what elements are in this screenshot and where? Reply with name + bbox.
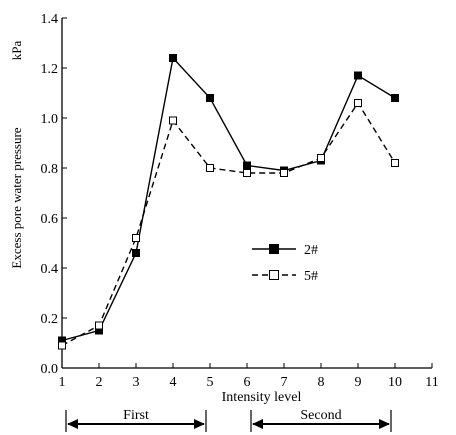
- data-point-2: [280, 169, 288, 177]
- x-tick-label: 6: [244, 375, 251, 390]
- data-point-1: [206, 94, 214, 102]
- y-tick-label: 0.8: [41, 162, 59, 177]
- y-axis-unit: kPa: [9, 41, 24, 61]
- data-point-2: [243, 169, 251, 177]
- legend-marker-1: [269, 244, 279, 254]
- legend-label-2: 5#: [304, 269, 318, 284]
- data-point-2: [132, 234, 140, 242]
- x-tick-label: 11: [425, 375, 438, 390]
- axes: 1 2 3 4 5 6 7 8 9 10 11 0.0 0.2 0.4 0.6 0.8 1.0 1.2 1.4: [41, 12, 439, 390]
- stage-label: Second: [300, 408, 341, 423]
- x-tick-label: 5: [207, 375, 214, 390]
- y-tick-label: 1.4: [41, 12, 59, 27]
- data-point-1: [391, 94, 399, 102]
- series-layer: [58, 54, 399, 350]
- series-line-1: [61, 56, 396, 342]
- legend-label-1: 2#: [304, 243, 318, 258]
- data-point-1: [354, 71, 362, 80]
- data-point-2: [391, 159, 399, 167]
- stage-label-bg: [102, 410, 170, 420]
- data-point-1: [243, 161, 251, 170]
- data-point-1: [132, 249, 140, 257]
- series-line-2: [61, 101, 396, 347]
- arrow-right-icon: [194, 419, 205, 429]
- x-tick-label: 8: [318, 375, 325, 390]
- x-tick-label: 10: [388, 375, 402, 390]
- x-tick-label: 4: [170, 375, 177, 390]
- x-tick-label: 2: [96, 375, 103, 390]
- arrow-left-icon: [252, 419, 263, 429]
- y-tick-label: 1.2: [41, 62, 59, 77]
- stage-label: First: [123, 408, 149, 423]
- legend-marker-2: [269, 270, 279, 280]
- y-tick-label: 0.0: [41, 362, 59, 377]
- data-point-2: [354, 99, 362, 107]
- x-axis-label: Intensity level: [222, 390, 302, 405]
- x-tick-label: 7: [281, 375, 288, 390]
- arrow-right-icon: [379, 419, 390, 429]
- y-tick-label: 0.4: [41, 262, 59, 277]
- stage-label-bg: [287, 410, 355, 420]
- arrow-left-icon: [67, 419, 78, 429]
- data-point-2: [58, 341, 66, 350]
- data-point-2: [206, 164, 214, 172]
- x-tick-label: 9: [355, 375, 362, 390]
- data-point-2: [169, 116, 177, 125]
- legend: 2# 5#: [252, 243, 318, 284]
- stage-annotations: First Second: [65, 408, 392, 432]
- data-point-1: [169, 54, 177, 62]
- y-tick-label: 0.2: [41, 312, 59, 327]
- y-tick-label: 1.0: [41, 112, 59, 127]
- y-axis-label: Excess pore water pressure: [9, 127, 24, 268]
- data-point-2: [317, 154, 325, 162]
- x-tick-label: 3: [133, 375, 140, 390]
- y-tick-label: 0.6: [41, 212, 59, 227]
- x-tick-label: 1: [59, 375, 66, 390]
- data-point-2: [95, 321, 103, 330]
